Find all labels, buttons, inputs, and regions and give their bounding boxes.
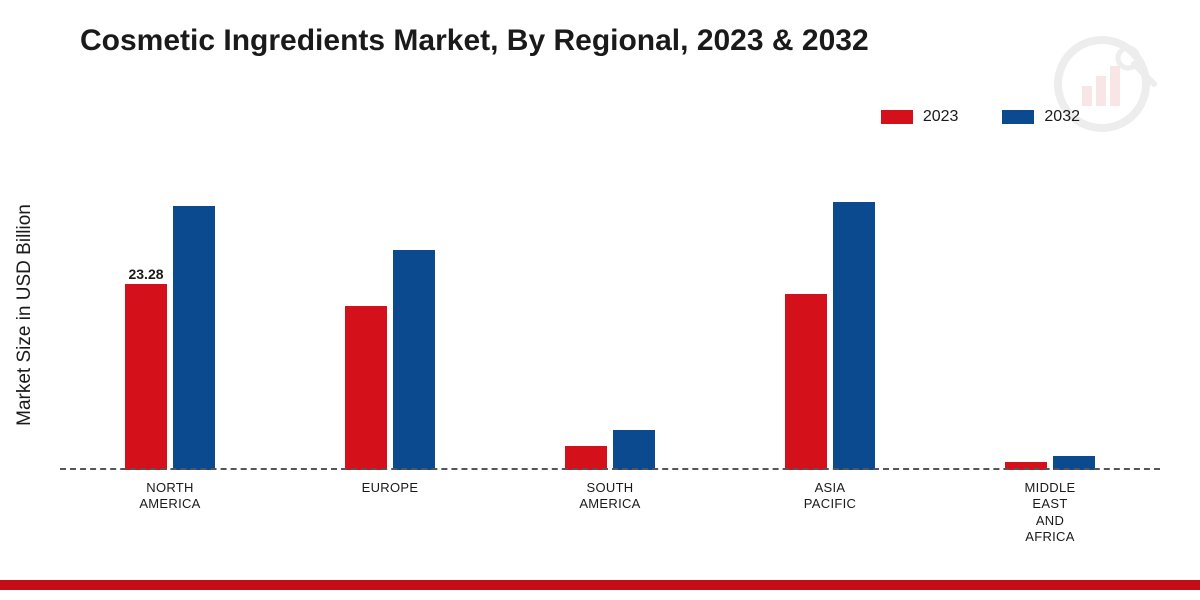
- bar-2032-asia-pacific: [833, 202, 875, 470]
- bar-2032-north-america: [173, 206, 215, 470]
- bar-2023-north-america: 23.28: [125, 284, 167, 470]
- xlabel-europe: EUROPE: [280, 480, 500, 545]
- bar-2023-asia-pacific: [785, 294, 827, 470]
- bar-2023-europe: [345, 306, 387, 470]
- footer-accent-bar: [0, 580, 1200, 590]
- chart-container: { "chart": { "type": "bar", "title": "Co…: [0, 0, 1200, 600]
- legend-item-2023: 2023: [881, 108, 959, 126]
- group-north-america: 23.28: [60, 150, 280, 470]
- group-south-america: [500, 150, 720, 470]
- plot-area: 23.28: [60, 150, 1160, 470]
- bar-2032-south-america: [613, 430, 655, 470]
- group-asia-pacific: [720, 150, 940, 470]
- x-axis-baseline: [60, 468, 1160, 470]
- group-mea: [940, 150, 1160, 470]
- legend-swatch-2023: [881, 110, 913, 124]
- legend: 2023 2032: [881, 108, 1080, 126]
- chart-title: Cosmetic Ingredients Market, By Regional…: [80, 24, 869, 58]
- bar-value-label: 23.28: [128, 266, 163, 282]
- xlabel-south-america: SOUTH AMERICA: [500, 480, 720, 545]
- legend-label-2032: 2032: [1044, 108, 1080, 126]
- bar-groups: 23.28: [60, 150, 1160, 470]
- y-axis-label: Market Size in USD Billion: [14, 204, 36, 426]
- xlabel-asia-pacific: ASIA PACIFIC: [720, 480, 940, 545]
- x-axis-labels: NORTH AMERICA EUROPE SOUTH AMERICA ASIA …: [60, 480, 1160, 545]
- bar-2023-south-america: [565, 446, 607, 470]
- watermark-logo: [1054, 36, 1164, 151]
- group-europe: [280, 150, 500, 470]
- legend-label-2023: 2023: [923, 108, 959, 126]
- legend-item-2032: 2032: [1002, 108, 1080, 126]
- y-axis-label-wrap: Market Size in USD Billion: [10, 150, 40, 480]
- xlabel-north-america: NORTH AMERICA: [60, 480, 280, 545]
- bar-2032-europe: [393, 250, 435, 470]
- xlabel-mea: MIDDLE EAST AND AFRICA: [940, 480, 1160, 545]
- legend-swatch-2032: [1002, 110, 1034, 124]
